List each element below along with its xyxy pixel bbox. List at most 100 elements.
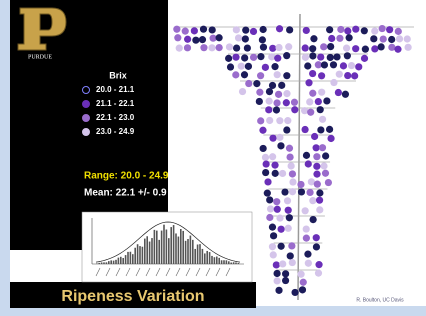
hist-bar bbox=[110, 260, 112, 264]
hist-bar bbox=[197, 244, 199, 264]
grape bbox=[315, 98, 322, 105]
logo-text: PURDUE bbox=[28, 54, 52, 60]
grape bbox=[303, 27, 310, 34]
hist-bar bbox=[204, 253, 206, 264]
grape bbox=[304, 251, 311, 258]
hist-bar bbox=[199, 244, 201, 264]
grape bbox=[305, 79, 312, 86]
grape bbox=[330, 79, 337, 86]
hist-bar bbox=[173, 225, 175, 264]
slide: PURDUE Brix 20.0 - 21.121.1 - 22.122.1 -… bbox=[0, 0, 426, 316]
grape bbox=[232, 71, 239, 78]
grape bbox=[404, 35, 411, 42]
grape bbox=[320, 43, 327, 50]
grape bbox=[315, 270, 322, 277]
grape bbox=[266, 117, 273, 124]
grape bbox=[200, 44, 207, 51]
grape bbox=[250, 28, 257, 35]
grape bbox=[274, 55, 281, 62]
hist-bar bbox=[106, 262, 108, 264]
grape bbox=[316, 189, 323, 196]
grape bbox=[316, 197, 323, 204]
grape bbox=[291, 99, 298, 106]
grape bbox=[315, 261, 322, 268]
grape bbox=[325, 179, 332, 186]
grape bbox=[264, 178, 271, 185]
grape bbox=[380, 35, 387, 42]
grape bbox=[245, 63, 252, 70]
grape bbox=[305, 160, 312, 167]
grape bbox=[257, 117, 264, 124]
grape bbox=[322, 170, 329, 177]
grape bbox=[273, 261, 280, 268]
hist-bar bbox=[101, 262, 103, 264]
grape bbox=[285, 225, 292, 232]
grape bbox=[259, 36, 266, 43]
mean-text: Mean: 22.1 +/- 0.9 bbox=[84, 188, 167, 199]
hist-bar bbox=[185, 241, 187, 264]
grape bbox=[304, 62, 311, 69]
grape bbox=[286, 153, 293, 160]
grape bbox=[306, 189, 313, 196]
grape bbox=[266, 214, 273, 221]
grape bbox=[273, 198, 280, 205]
grape bbox=[269, 45, 276, 52]
grape bbox=[274, 71, 281, 78]
grape bbox=[173, 26, 180, 33]
grape bbox=[209, 26, 216, 33]
grape bbox=[282, 270, 289, 277]
grape bbox=[260, 145, 267, 152]
grape bbox=[340, 62, 347, 69]
grape bbox=[260, 44, 267, 51]
grape bbox=[361, 27, 368, 34]
hist-bar bbox=[166, 230, 168, 264]
grape bbox=[278, 226, 285, 233]
grape bbox=[279, 260, 286, 267]
grape bbox=[316, 206, 323, 213]
grape bbox=[291, 106, 298, 113]
grape bbox=[284, 117, 291, 124]
grape bbox=[192, 37, 199, 44]
hist-bar bbox=[223, 260, 225, 264]
grape bbox=[388, 44, 395, 51]
hist-bar bbox=[228, 261, 230, 264]
grape bbox=[336, 35, 343, 42]
grape bbox=[227, 63, 234, 70]
legend-swatch bbox=[83, 129, 90, 136]
grape bbox=[318, 89, 325, 96]
grape bbox=[335, 89, 342, 96]
grape bbox=[297, 181, 304, 188]
hist-bar bbox=[130, 252, 132, 264]
legend-label: 22.1 - 23.0 bbox=[96, 113, 135, 122]
grape bbox=[285, 207, 292, 214]
grape bbox=[330, 61, 337, 68]
grape bbox=[313, 153, 320, 160]
grape bbox=[273, 99, 280, 106]
grape bbox=[276, 134, 283, 141]
grape bbox=[313, 163, 320, 170]
hist-bar bbox=[108, 261, 110, 264]
grape bbox=[269, 224, 276, 231]
hist-bar bbox=[175, 233, 177, 264]
legend-label: 21.1 - 22.1 bbox=[96, 99, 135, 108]
hist-bar bbox=[134, 248, 136, 264]
grape bbox=[299, 286, 306, 293]
grape bbox=[309, 197, 316, 204]
grape bbox=[319, 116, 326, 123]
grape bbox=[278, 82, 285, 89]
grape bbox=[309, 52, 316, 59]
grape bbox=[263, 160, 270, 167]
grape bbox=[225, 55, 232, 62]
grape bbox=[303, 152, 310, 159]
grape bbox=[273, 106, 280, 113]
grape bbox=[361, 55, 368, 62]
grape bbox=[319, 144, 326, 151]
hist-bar bbox=[132, 254, 134, 264]
hist-bar bbox=[120, 257, 122, 264]
grape bbox=[283, 72, 290, 79]
grape bbox=[346, 34, 353, 41]
grape bbox=[333, 53, 340, 60]
grape bbox=[301, 107, 308, 114]
grape bbox=[283, 52, 290, 59]
grape bbox=[270, 232, 277, 239]
